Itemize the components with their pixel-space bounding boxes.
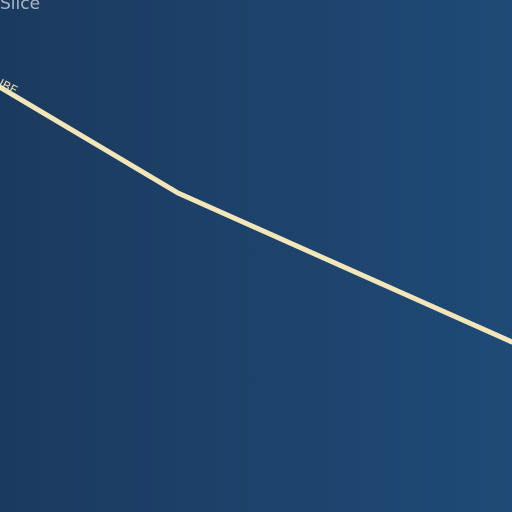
place-label: Slice [0, 0, 41, 14]
road-line[interactable] [0, 84, 512, 345]
